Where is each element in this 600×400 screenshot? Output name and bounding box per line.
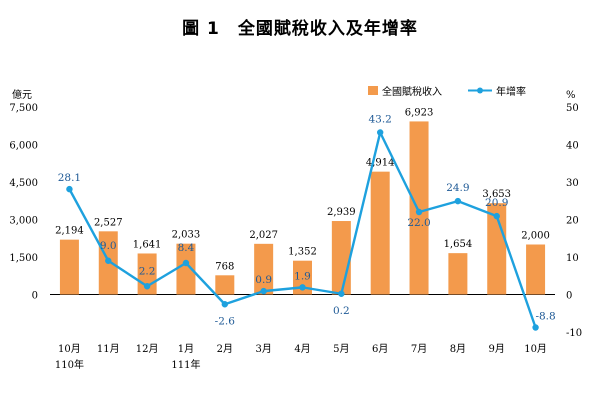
growth-rate-label: 2.2: [139, 265, 156, 277]
bar: [293, 260, 312, 295]
line-labels: 28.1 9.0 2.2 8.4 -2.6 0.9 1.9 0.2 43.2 22.0 24.9 20…: [58, 114, 556, 328]
growth-rate-point: [143, 283, 151, 290]
bars: [59, 121, 546, 295]
bar-labels: 2,194 2,527 1,641 2,033 768 2,027 1,352 2,939 4,…: [55, 107, 550, 272]
bar: [370, 171, 390, 295]
growth-rate-label: 0.9: [255, 274, 272, 286]
bar-value-label: 6,923: [405, 107, 434, 118]
growth-rate-label: -2.6: [215, 315, 236, 327]
y-left-ticks: 0 1,500 3,000 4,500 6,000 7,500: [9, 103, 38, 302]
bar: [254, 243, 274, 295]
legend-swatch-bar: [368, 86, 378, 95]
bar: [487, 203, 507, 295]
x-tick-label: 7月: [411, 343, 427, 355]
growth-rate-point: [105, 257, 112, 264]
growth-rate-label: 20.9: [485, 197, 508, 209]
x-tick-label: 10月: [524, 343, 547, 355]
x-labels: 10月 110年 11月 12月 1月 111年 2月 3月 4月 5月 6月 7月 8月 9月 10月: [55, 343, 547, 371]
x-tick-year-label: 111年: [171, 358, 200, 371]
growth-rate-point: [66, 185, 73, 193]
x-tick-label: 12月: [136, 343, 159, 355]
y-left-axis-label: 億元: [12, 88, 32, 101]
x-tick-label: 10月: [58, 343, 81, 355]
x-tick-label: 4月: [294, 343, 310, 355]
growth-rate-point: [532, 324, 539, 331]
y-right-tick-label: 40: [566, 141, 579, 152]
growth-rate-point: [493, 212, 500, 220]
bar-value-label: 3,653: [482, 189, 511, 200]
x-tick-label: 2月: [217, 343, 233, 355]
bar-value-label: 2,194: [55, 226, 84, 237]
y-left-tick-label: 0: [32, 291, 38, 302]
legend: 全國賦稅收入 年增率: [368, 85, 526, 98]
legend-label-line: 年增率: [496, 85, 526, 98]
bar-value-label: 2,000: [521, 231, 550, 242]
bar-value-label: 1,654: [444, 239, 473, 250]
x-tick-label: 3月: [255, 343, 271, 355]
y-right-tick-label: 0: [566, 291, 572, 302]
growth-rate-label: 8.4: [178, 242, 195, 254]
y-right-tick-label: 50: [566, 103, 579, 114]
bar-value-label: 1,641: [133, 239, 162, 250]
bar: [215, 275, 235, 295]
growth-rate-label: 9.0: [100, 240, 117, 252]
growth-rate-point: [415, 208, 423, 216]
growth-rate-point: [338, 290, 345, 297]
y-left-tick-label: 1,500: [9, 253, 38, 264]
legend-swatch-marker: [477, 87, 483, 94]
x-tick-label: 9月: [489, 343, 505, 355]
growth-rate-label: -8.8: [535, 311, 555, 323]
x-tick-label: 6月: [372, 343, 388, 355]
y-left-tick-label: 4,500: [9, 178, 38, 189]
growth-rate-label: 22.0: [407, 217, 430, 229]
legend-label-bar: 全國賦稅收入: [382, 85, 442, 98]
bar: [526, 244, 546, 295]
line-series: [66, 129, 539, 331]
y-right-axis-label: %: [566, 90, 576, 101]
growth-rate-point: [221, 301, 229, 308]
bar-value-label: 2,527: [94, 217, 123, 228]
y-right-tick-label: 30: [566, 178, 579, 189]
bar-value-label: 2,027: [249, 230, 278, 241]
bar: [59, 239, 79, 295]
growth-rate-label: 0.2: [333, 305, 350, 317]
y-right-tick-label: 10: [566, 253, 579, 264]
growth-rate-label: 43.2: [368, 114, 391, 126]
bar: [448, 253, 468, 295]
growth-rate-point: [454, 197, 462, 205]
growth-rate-point: [299, 284, 306, 291]
growth-rate-point: [182, 259, 190, 267]
growth-rate-point: [376, 129, 384, 136]
bar: [409, 121, 429, 295]
bar-value-label: 2,033: [172, 230, 201, 241]
y-left-tick-label: 7,500: [9, 103, 38, 114]
growth-rate-label: 1.9: [294, 270, 311, 282]
x-tick-label: 8月: [450, 343, 466, 355]
bar-value-label: 4,914: [366, 158, 395, 169]
y-left-tick-label: 3,000: [9, 216, 38, 227]
bar-value-label: 2,939: [327, 207, 356, 218]
y-right-tick-label: -10: [566, 328, 582, 339]
y-right-tick-label: 20: [566, 216, 579, 227]
x-tick-year-label: 110年: [55, 358, 84, 371]
x-tick-label: 11月: [97, 343, 120, 355]
bar: [331, 221, 351, 295]
growth-rate-point: [260, 287, 267, 295]
growth-rate-label: 24.9: [446, 182, 469, 194]
chart-title: 圖 1 全國賦稅收入及年增率: [182, 19, 418, 39]
y-left-tick-label: 6,000: [9, 141, 38, 152]
growth-rate-label: 28.1: [58, 172, 81, 184]
x-tick-label: 1月: [178, 343, 194, 355]
bar-value-label: 1,352: [288, 247, 317, 258]
growth-rate-line: [68, 131, 537, 328]
y-right-ticks: -10 0 10 20 30 40 50: [566, 103, 582, 339]
x-tick-label: 5月: [333, 343, 349, 355]
bar: [176, 243, 196, 295]
bar-value-label: 768: [215, 261, 234, 272]
